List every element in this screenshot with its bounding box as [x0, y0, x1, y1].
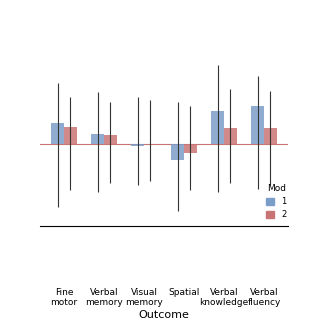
X-axis label: Outcome: Outcome [139, 310, 189, 320]
Bar [171, 144, 184, 160]
Bar [184, 144, 197, 153]
Bar [251, 106, 264, 144]
Bar [224, 128, 237, 144]
Bar [211, 111, 224, 144]
Legend: 1, 2: 1, 2 [264, 182, 289, 222]
Bar [131, 144, 144, 146]
Bar [104, 135, 117, 144]
Bar [144, 144, 157, 145]
Bar [64, 127, 77, 144]
Bar [264, 128, 277, 144]
Bar [51, 123, 64, 144]
Bar [91, 134, 104, 144]
